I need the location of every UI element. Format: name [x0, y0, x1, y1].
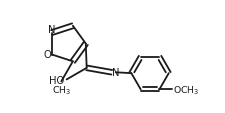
Text: O: O [44, 50, 51, 60]
Text: CH$_3$: CH$_3$ [52, 84, 71, 96]
Text: N: N [48, 24, 56, 34]
Text: OCH$_3$: OCH$_3$ [173, 83, 199, 96]
Text: N: N [112, 67, 120, 77]
Text: HO: HO [49, 76, 64, 86]
